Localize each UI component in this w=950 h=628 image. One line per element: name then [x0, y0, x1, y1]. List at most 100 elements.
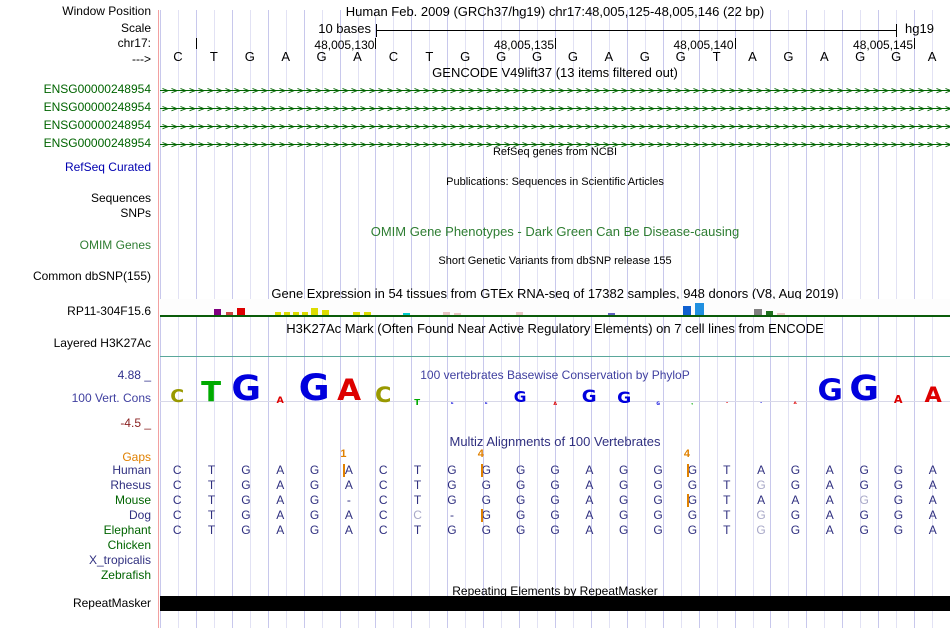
gtex-tissue-bar[interactable]: [293, 312, 299, 315]
gtex-tissue-bar[interactable]: [214, 309, 221, 315]
gtex-tissue-bar[interactable]: [403, 313, 410, 315]
strand-arrow-icon: >: [459, 121, 466, 132]
conservation-logo-letter: T: [201, 375, 222, 409]
sidebar-item-sequences[interactable]: Sequences: [90, 191, 151, 205]
strand-arrow-icon: >: [378, 121, 385, 132]
sidebar-item-species-dog[interactable]: Dog: [128, 508, 151, 522]
strand-arrow-icon: >: [720, 85, 727, 96]
strand-arrow-icon: >: [576, 139, 583, 150]
sidebar-item-omim-genes[interactable]: OMIM Genes: [79, 238, 151, 252]
strand-arrow-icon: >: [504, 85, 511, 96]
strand-arrow-icon: >: [306, 139, 313, 150]
gtex-tissue-bar[interactable]: [516, 312, 523, 315]
strand-arrow-icon: >: [252, 139, 259, 150]
gtex-tissue-bar[interactable]: [364, 312, 371, 315]
gtex-tissue-bar[interactable]: [237, 308, 245, 315]
strand-arrow-icon: >: [171, 85, 178, 96]
gtex-tissue-bar[interactable]: [754, 309, 762, 315]
sidebar-item-gencode-transcript[interactable]: ENSG00000248954: [43, 118, 151, 132]
gtex-expression-bars[interactable]: [160, 299, 950, 315]
gtex-tissue-bar[interactable]: [284, 312, 290, 315]
gtex-tissue-bar[interactable]: [683, 306, 691, 315]
strand-arrow-icon: >: [387, 103, 394, 114]
sidebar-item-gencode-transcript[interactable]: ENSG00000248954: [43, 82, 151, 96]
multiz-base: G: [481, 508, 491, 522]
gtex-tissue-bar[interactable]: [322, 310, 329, 315]
sequence-base: G: [855, 49, 866, 64]
strand-arrow-icon: >: [675, 85, 682, 96]
multiz-base: A: [791, 493, 800, 507]
sidebar-item-gencode-transcript[interactable]: ENSG00000248954: [43, 136, 151, 150]
sidebar-item-gencode-transcript[interactable]: ENSG00000248954: [43, 100, 151, 114]
strand-arrow-icon: >: [378, 103, 385, 114]
gtex-tissue-bar[interactable]: [226, 312, 233, 315]
sidebar-item-species-elephant[interactable]: Elephant: [103, 523, 151, 537]
strand-arrow-icon: >: [333, 139, 340, 150]
sidebar-item-common-dbsnp[interactable]: Common dbSNP(155): [32, 269, 151, 283]
gtex-tissue-bar[interactable]: [454, 313, 461, 315]
sidebar-item-rp11-304f15-6[interactable]: RP11-304F15.6: [67, 304, 151, 318]
strand-arrow-icon: >: [882, 85, 889, 96]
gencode-transcript-line[interactable]: > > > > > > > > > > > > > > > > > > > > > > > > > > > > > > > > > > > > > > > >…: [160, 121, 950, 132]
gtex-tissue-bar[interactable]: [608, 313, 615, 315]
insert-size-label: 4: [683, 448, 691, 460]
sidebar-item-snps[interactable]: SNPs: [120, 206, 151, 220]
strand-arrow-icon: >: [387, 121, 394, 132]
sidebar-item-species-x_tropicalis[interactable]: X_tropicalis: [88, 553, 151, 567]
sidebar-item-layered-h3k27ac[interactable]: Layered H3K27Ac: [53, 336, 151, 350]
strand-arrow-icon: >: [432, 103, 439, 114]
strand-arrow-icon: >: [693, 139, 700, 150]
strand-arrow-icon: >: [405, 121, 412, 132]
conservation-logo-letter: G: [450, 401, 454, 405]
gtex-tissue-bar[interactable]: [777, 313, 785, 315]
strand-arrow-icon: >: [468, 121, 475, 132]
sidebar-item-refseq-curated[interactable]: RefSeq Curated: [64, 160, 151, 174]
ruler-tick: [195, 38, 197, 49]
strand-arrow-icon: >: [891, 121, 898, 132]
sidebar-item-species-zebrafish[interactable]: Zebrafish: [100, 568, 151, 582]
gencode-transcript-line[interactable]: > > > > > > > > > > > > > > > > > > > > > > > > > > > > > > > > > > > > > > > >…: [160, 103, 950, 114]
gtex-tissue-bar[interactable]: [311, 308, 318, 315]
insert-marker: [480, 509, 483, 522]
sidebar-item-species-human[interactable]: Human: [112, 463, 151, 477]
multiz-base: G: [241, 478, 251, 492]
sidebar-item-100-vert-cons[interactable]: 100 Vert. Cons: [71, 391, 151, 405]
strand-arrow-icon: >: [207, 139, 214, 150]
gencode-transcript-line[interactable]: > > > > > > > > > > > > > > > > > > > > > > > > > > > > > > > > > > > > > > > >…: [160, 85, 950, 96]
db-label: hg19: [905, 21, 934, 36]
strand-arrow-icon: >: [864, 139, 871, 150]
strand-arrow-icon: >: [657, 121, 664, 132]
strand-arrow-icon: >: [180, 121, 187, 132]
sidebar-item-species-rhesus[interactable]: Rhesus: [110, 478, 151, 492]
strand-arrow-icon: >: [594, 121, 601, 132]
gtex-tissue-bar[interactable]: [695, 303, 704, 315]
gtex-tissue-bar[interactable]: [302, 312, 308, 315]
gtex-tissue-bar[interactable]: [766, 311, 773, 315]
sidebar-item-species-chicken[interactable]: Chicken: [107, 538, 151, 552]
gtex-tissue-bar[interactable]: [353, 312, 360, 315]
window-position-label: Window Position: [62, 4, 151, 18]
gencode-transcript-line[interactable]: > > > > > > > > > > > > > > > > > > > > > > > > > > > > > > > > > > > > > > > >…: [160, 139, 950, 150]
strand-arrow-icon: >: [666, 121, 673, 132]
strand-arrow-icon: >: [243, 121, 250, 132]
strand-arrow-icon: >: [387, 139, 394, 150]
strand-arrow-icon: >: [369, 121, 376, 132]
strand-arrow-icon: >: [621, 121, 628, 132]
repeatmasker-feature-bar[interactable]: [160, 596, 950, 611]
sidebar-item-repeatmasker[interactable]: RepeatMasker: [72, 596, 151, 610]
gtex-tissue-bar[interactable]: [443, 312, 450, 315]
strand-arrow-icon: >: [297, 103, 304, 114]
gtex-tissue-bar[interactable]: [275, 312, 281, 315]
sidebar-item-species-mouse[interactable]: Mouse: [114, 493, 151, 507]
strand-arrow-icon: >: [891, 85, 898, 96]
sequence-base: T: [209, 49, 218, 64]
sidebar-item-gaps[interactable]: Gaps: [122, 450, 151, 464]
strand-arrow-icon: >: [603, 139, 610, 150]
